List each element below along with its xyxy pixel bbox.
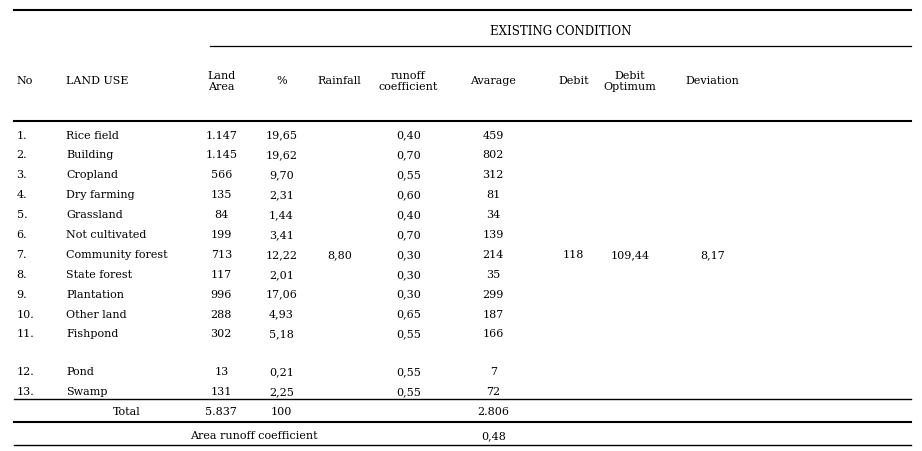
- Text: 5.: 5.: [17, 210, 28, 220]
- Text: 4.: 4.: [17, 190, 28, 200]
- Text: 100: 100: [270, 406, 292, 416]
- Text: 139: 139: [482, 230, 504, 239]
- Text: 17,06: 17,06: [266, 289, 297, 299]
- Text: LAND USE: LAND USE: [66, 76, 129, 86]
- Text: 84: 84: [214, 210, 229, 220]
- Text: Plantation: Plantation: [66, 289, 124, 299]
- Text: 109,44: 109,44: [610, 249, 649, 259]
- Text: 0,21: 0,21: [269, 367, 293, 377]
- Text: 2.: 2.: [17, 150, 28, 160]
- Text: Swamp: Swamp: [66, 387, 108, 396]
- Text: 8,80: 8,80: [327, 249, 351, 259]
- Text: 135: 135: [210, 190, 232, 200]
- Text: 0,55: 0,55: [396, 387, 420, 396]
- Text: 8,17: 8,17: [701, 249, 725, 259]
- Text: Pond: Pond: [66, 367, 94, 377]
- Text: 1,44: 1,44: [269, 210, 293, 220]
- Text: 7: 7: [490, 367, 497, 377]
- Text: %: %: [276, 76, 287, 86]
- Text: 1.145: 1.145: [206, 150, 237, 160]
- Text: Community forest: Community forest: [66, 249, 168, 259]
- Text: 3,41: 3,41: [269, 230, 293, 239]
- Text: 0,55: 0,55: [396, 329, 420, 339]
- Text: 459: 459: [482, 130, 504, 140]
- Text: 199: 199: [210, 230, 232, 239]
- Text: Cropland: Cropland: [66, 170, 118, 180]
- Text: 6.: 6.: [17, 230, 28, 239]
- Text: 299: 299: [482, 289, 504, 299]
- Text: 81: 81: [486, 190, 501, 200]
- Text: 117: 117: [210, 269, 232, 279]
- Text: 0,30: 0,30: [396, 249, 420, 259]
- Text: 4,93: 4,93: [269, 309, 293, 319]
- Text: 7.: 7.: [17, 249, 27, 259]
- Text: 35: 35: [486, 269, 501, 279]
- Text: 8.: 8.: [17, 269, 28, 279]
- Text: 11.: 11.: [17, 329, 34, 339]
- Text: Not cultivated: Not cultivated: [66, 230, 147, 239]
- Text: Grassland: Grassland: [66, 210, 124, 220]
- Text: 3.: 3.: [17, 170, 28, 180]
- Text: 713: 713: [210, 249, 232, 259]
- Text: 288: 288: [210, 309, 232, 319]
- Text: Rice field: Rice field: [66, 130, 119, 140]
- Text: 1.147: 1.147: [206, 130, 237, 140]
- Text: 0,40: 0,40: [396, 130, 420, 140]
- Text: 72: 72: [486, 387, 501, 396]
- Text: 12,22: 12,22: [266, 249, 297, 259]
- Text: 13.: 13.: [17, 387, 34, 396]
- Text: 5,18: 5,18: [269, 329, 293, 339]
- Text: 0,70: 0,70: [396, 150, 420, 160]
- Text: 34: 34: [486, 210, 501, 220]
- Text: 0,48: 0,48: [481, 430, 505, 440]
- Text: 312: 312: [482, 170, 504, 180]
- Text: State forest: State forest: [66, 269, 133, 279]
- Text: 2.806: 2.806: [478, 406, 509, 416]
- Text: 10.: 10.: [17, 309, 34, 319]
- Text: EXISTING CONDITION: EXISTING CONDITION: [490, 25, 632, 38]
- Text: Area runoff coefficient: Area runoff coefficient: [190, 430, 317, 440]
- Text: No: No: [17, 76, 33, 86]
- Text: 0,40: 0,40: [396, 210, 420, 220]
- Text: 0,55: 0,55: [396, 170, 420, 180]
- Text: 802: 802: [482, 150, 504, 160]
- Text: 0,70: 0,70: [396, 230, 420, 239]
- Text: 0,30: 0,30: [396, 289, 420, 299]
- Text: 19,62: 19,62: [266, 150, 297, 160]
- Text: Fishpond: Fishpond: [66, 329, 119, 339]
- Text: 0,30: 0,30: [396, 269, 420, 279]
- Text: 166: 166: [482, 329, 504, 339]
- Text: Total: Total: [112, 406, 140, 416]
- Text: 2,31: 2,31: [269, 190, 293, 200]
- Text: 1.: 1.: [17, 130, 28, 140]
- Text: 2,25: 2,25: [269, 387, 293, 396]
- Text: 187: 187: [482, 309, 504, 319]
- Text: 996: 996: [210, 289, 232, 299]
- Text: 0,65: 0,65: [396, 309, 420, 319]
- Text: Rainfall: Rainfall: [317, 76, 361, 86]
- Text: 2,01: 2,01: [269, 269, 293, 279]
- Text: 9.: 9.: [17, 289, 28, 299]
- Text: Avarage: Avarage: [470, 76, 516, 86]
- Text: 214: 214: [482, 249, 504, 259]
- Text: 118: 118: [562, 249, 585, 259]
- Text: Building: Building: [66, 150, 113, 160]
- Text: Debit
Optimum: Debit Optimum: [603, 70, 656, 92]
- Text: 0,55: 0,55: [396, 367, 420, 377]
- Text: 19,65: 19,65: [266, 130, 297, 140]
- Text: 0,60: 0,60: [396, 190, 420, 200]
- Text: Other land: Other land: [66, 309, 127, 319]
- Text: 131: 131: [210, 387, 232, 396]
- Text: runoff
coefficient: runoff coefficient: [379, 70, 438, 92]
- Text: 566: 566: [210, 170, 232, 180]
- Text: Dry farming: Dry farming: [66, 190, 135, 200]
- Text: 9,70: 9,70: [269, 170, 293, 180]
- Text: Debit: Debit: [558, 76, 589, 86]
- Text: Land
Area: Land Area: [207, 70, 235, 92]
- Text: 5.837: 5.837: [206, 406, 237, 416]
- Text: 302: 302: [210, 329, 232, 339]
- Text: 13: 13: [214, 367, 229, 377]
- Text: Deviation: Deviation: [686, 76, 739, 86]
- Text: 12.: 12.: [17, 367, 34, 377]
